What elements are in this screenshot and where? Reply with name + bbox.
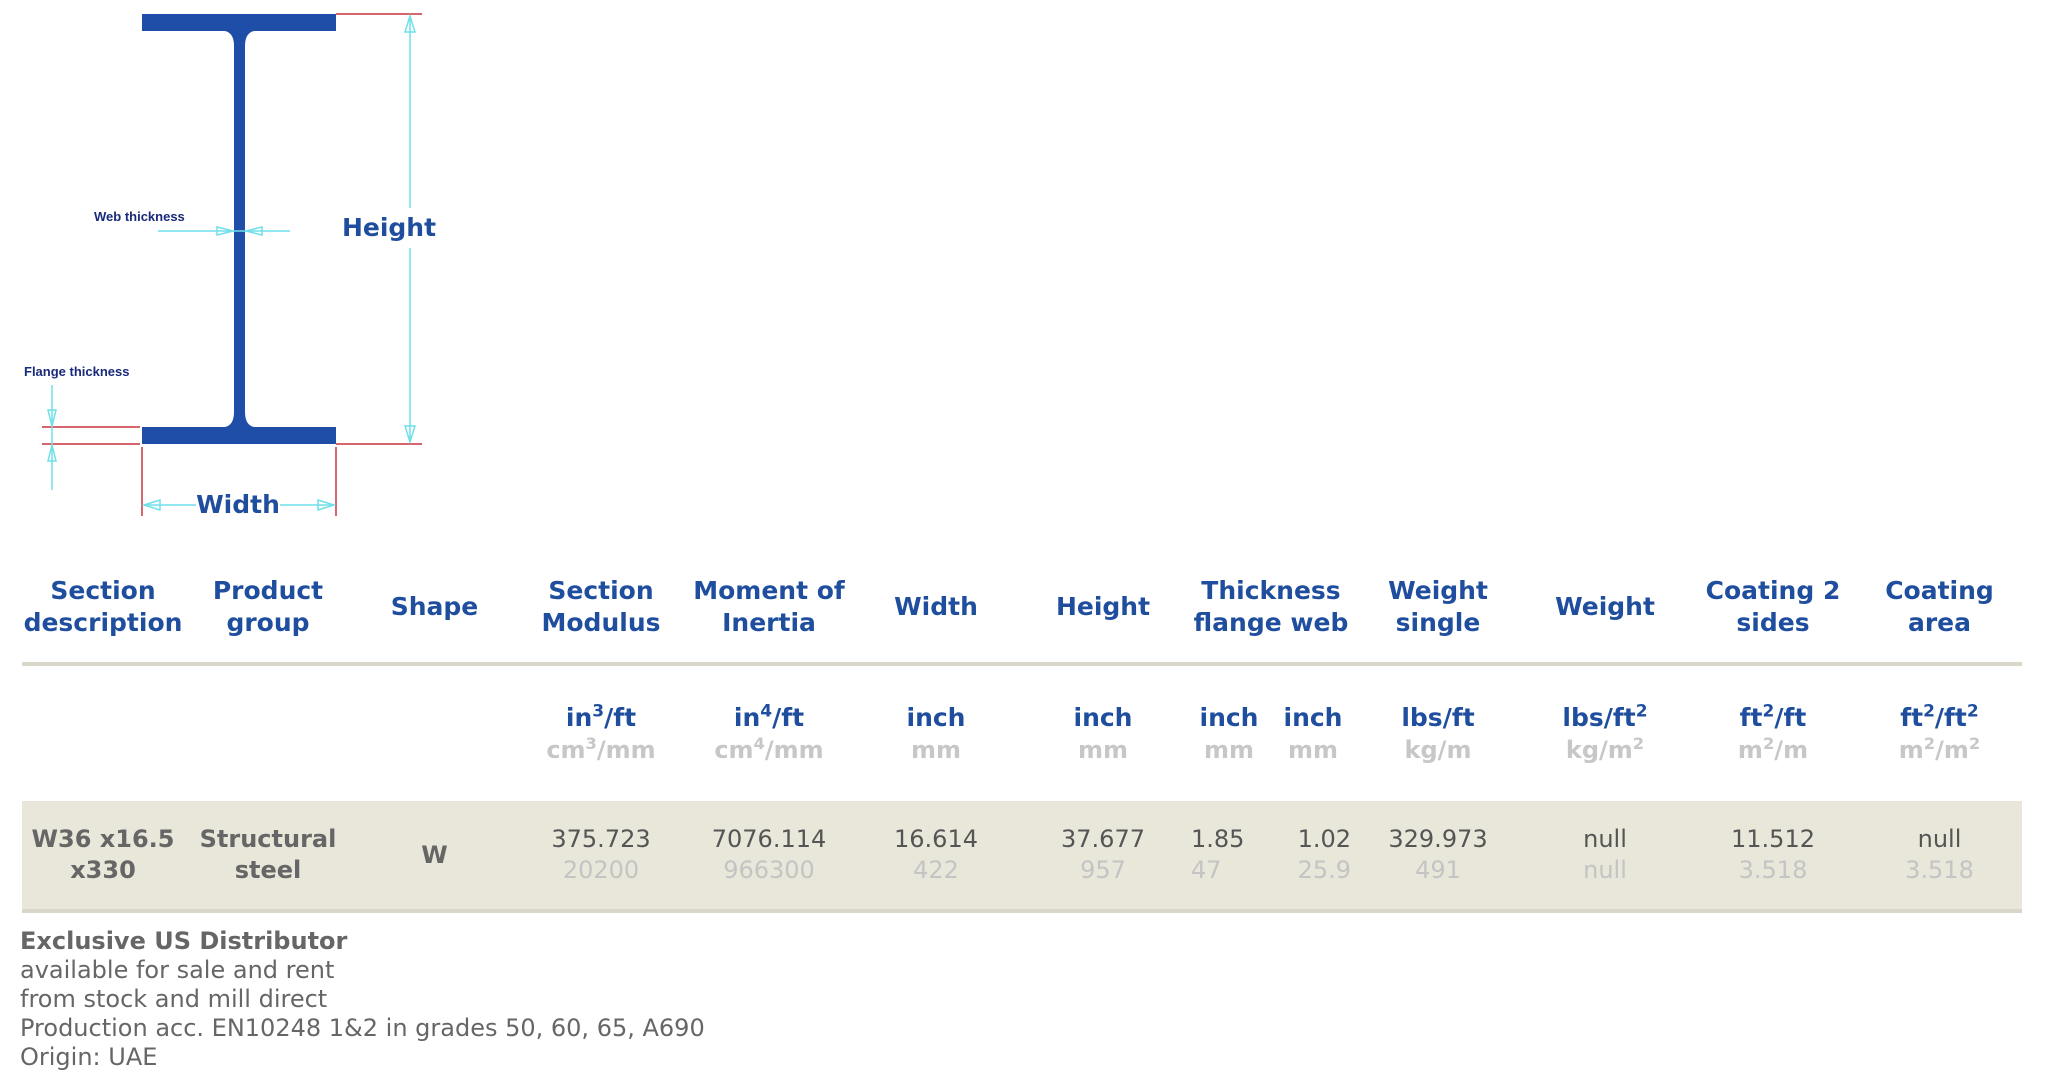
header-coating-area: Coating area <box>1857 552 2022 666</box>
header-section-description: Section description <box>22 552 184 666</box>
cell-moment-of-inertia: 7076.114 966300 <box>685 801 853 913</box>
i-beam-diagram: Height Width Web thickness Flange thickn… <box>24 13 436 522</box>
web <box>234 31 245 427</box>
header-width: Width <box>853 552 1019 666</box>
cell-width: 16.614 422 <box>853 801 1019 913</box>
unit-coating-2-sides: ft2/ft m2/m <box>1737 701 1809 764</box>
header-moment-of-inertia: Moment of Inertia <box>685 552 853 666</box>
unit-section-modulus: in3/ft cm3/mm <box>546 701 656 764</box>
web-thickness-label: Web thickness <box>94 209 185 224</box>
cell-section-description: W36 x16.5 x330 <box>22 801 184 913</box>
header-thickness: Thickness flange web <box>1187 552 1355 666</box>
unit-moment-of-inertia: in4/ft cm4/mm <box>714 701 824 764</box>
cell-coating-2-sides: 11.512 3.518 <box>1689 801 1857 913</box>
note-line: Production acc. EN10248 1&2 in grades 50… <box>20 1014 705 1042</box>
header-weight-single: Weight single <box>1355 552 1521 666</box>
header-coating-2-sides: Coating 2 sides <box>1689 552 1857 666</box>
cell-coating-area: null 3.518 <box>1857 801 2022 913</box>
distributor-notes: Exclusive US Distributor available for s… <box>20 927 705 1072</box>
cell-shape: W <box>352 801 517 913</box>
section-spec-table: Section description Product group Shape Se… <box>22 552 2022 913</box>
header-weight: Weight <box>1521 552 1689 666</box>
note-line: from stock and mill direct <box>20 985 328 1013</box>
header-shape: Shape <box>352 552 517 666</box>
header-height: Height <box>1019 552 1187 666</box>
cell-thickness: 1.85 47 1.02 25.9 <box>1187 801 1355 913</box>
unit-weight: lbs/ft2 kg/m2 <box>1562 701 1648 764</box>
width-label: Width <box>196 490 280 519</box>
unit-height: inch mm <box>1073 702 1133 764</box>
cell-product-group: Structural steel <box>184 801 352 913</box>
unit-thickness: inch mm inch mm <box>1199 702 1343 764</box>
units-row: in3/ft cm3/mm in4/ft cm4/mm inch mm inch… <box>22 664 2022 801</box>
distributor-title: Exclusive US Distributor <box>20 927 348 955</box>
header-section-modulus: Section Modulus <box>517 552 685 666</box>
flange-thickness-label: Flange thickness <box>24 364 129 379</box>
unit-width: inch mm <box>906 702 966 764</box>
cell-section-modulus: 375.723 20200 <box>517 801 685 913</box>
note-line: available for sale and rent <box>20 956 335 984</box>
unit-weight-single: lbs/ft kg/m <box>1401 702 1475 764</box>
top-flange <box>142 14 336 31</box>
header-product-group: Product group <box>184 552 352 666</box>
note-line: Origin: UAE <box>20 1043 158 1071</box>
unit-coating-area: ft2/ft2 m2/m2 <box>1898 701 1981 764</box>
bottom-flange <box>142 427 336 444</box>
height-label: Height <box>342 213 436 242</box>
header-row: Section description Product group Shape Se… <box>22 552 2022 666</box>
table-row: W36 x16.5 x330 Structural steel W 375.723 2… <box>22 801 2022 913</box>
cell-weight: null null <box>1521 801 1689 913</box>
cell-height: 37.677 957 <box>1019 801 1187 913</box>
cell-weight-single: 329.973 491 <box>1355 801 1521 913</box>
